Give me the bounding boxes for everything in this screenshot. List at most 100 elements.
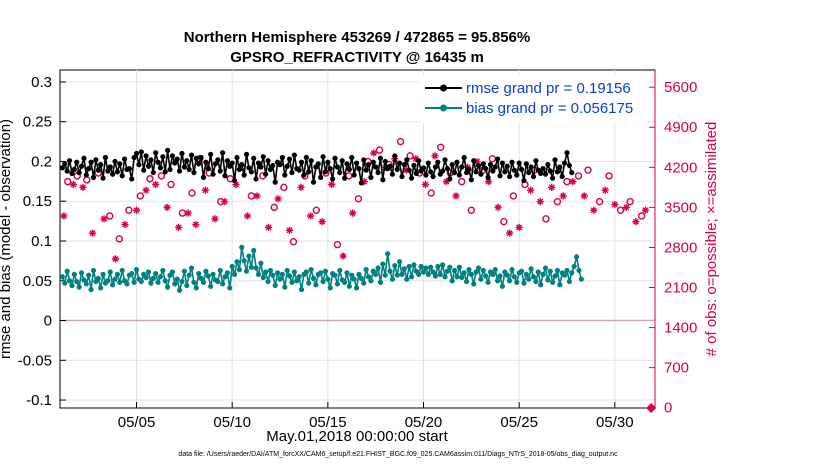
rmse-point: [196, 161, 202, 167]
rmse-point: [471, 158, 477, 164]
rmse-point: [435, 159, 441, 165]
bias-point: [143, 274, 149, 281]
rmse-point: [416, 158, 422, 164]
obs-assimilated-marker: [632, 218, 640, 226]
bias-point: [86, 272, 92, 278]
bias-point: [112, 276, 118, 282]
rmse-point: [98, 162, 104, 168]
bias-point: [289, 279, 295, 285]
obs-assimilated-marker: [175, 223, 183, 232]
rmse-point: [251, 155, 257, 161]
bias-point: [332, 272, 338, 278]
bias-point: [373, 271, 379, 277]
obs-assimilated-marker: [590, 206, 598, 214]
bias-point: [239, 244, 245, 250]
obs-possible-marker: [500, 217, 508, 226]
bias-point: [356, 271, 362, 277]
obs-assimilated-marker: [641, 206, 650, 214]
bias-point: [478, 276, 484, 282]
bias-point: [98, 285, 104, 291]
rmse-point: [289, 169, 295, 176]
rmse-point: [81, 155, 87, 161]
bias-point: [248, 264, 254, 270]
bias-point: [499, 283, 506, 289]
obs-assimilated-marker: [548, 183, 556, 191]
rmse-point: [291, 152, 297, 158]
left-tick-label: 0.3: [31, 74, 52, 91]
bias-point: [528, 266, 534, 272]
bias-point: [191, 279, 197, 285]
obs-possible-marker: [333, 240, 342, 249]
bias-point: [361, 280, 367, 286]
obs-assimilated-marker: [536, 198, 544, 206]
obs-possible-marker: [605, 172, 613, 180]
bias-point: [150, 275, 156, 281]
rmse-point: [179, 150, 185, 157]
bias-point: [337, 267, 343, 274]
bias-point: [368, 278, 374, 284]
bias-point: [454, 274, 460, 280]
obs-assimilated-marker: [220, 198, 229, 206]
bias-point: [260, 274, 266, 281]
rmse-point: [506, 173, 513, 180]
bias-point: [504, 272, 510, 278]
bias-point: [353, 285, 360, 291]
rmse-point: [239, 162, 245, 168]
obs-possible-marker: [188, 189, 196, 197]
bias-point: [78, 270, 85, 276]
rmse-point: [425, 160, 431, 166]
bias-point: [530, 274, 537, 280]
rmse-point: [59, 165, 65, 171]
bias-point: [514, 279, 520, 285]
bias-point: [449, 278, 455, 284]
bias-point: [375, 265, 381, 271]
rmse-point: [253, 176, 259, 182]
obs-possible-marker: [637, 212, 646, 220]
bias-point: [408, 274, 415, 280]
rmse-point: [93, 157, 99, 163]
bias-point: [251, 247, 257, 254]
rmse-point: [296, 167, 302, 173]
right-tick-label: 3500: [664, 199, 697, 216]
bias-point: [165, 284, 171, 290]
bias-point: [322, 268, 329, 274]
obs-possible-marker: [626, 197, 634, 206]
rmse-point: [66, 158, 73, 164]
plot-area: [59, 69, 656, 409]
bias-point: [578, 276, 584, 282]
obs-assimilated-marker: [253, 192, 261, 200]
bias-point: [382, 272, 388, 278]
rmse-point: [461, 154, 467, 161]
bias-point: [473, 269, 479, 275]
rmse-point: [368, 174, 374, 180]
bias-point: [325, 276, 331, 282]
rmse-point: [528, 164, 534, 170]
bias-point: [480, 267, 486, 274]
rmse-point: [387, 163, 393, 169]
rmse-point: [341, 175, 348, 181]
rmse-point: [382, 158, 388, 165]
bias-point: [153, 270, 159, 277]
x-tick-label: 05/05: [118, 414, 156, 431]
bias-point: [404, 276, 410, 282]
bias-point: [124, 281, 130, 287]
bias-point: [483, 273, 489, 279]
bias-point: [509, 267, 515, 273]
bias-point: [363, 267, 369, 273]
bias-point: [463, 278, 470, 285]
obs-assimilated-marker: [243, 212, 252, 220]
bias-point: [542, 265, 549, 271]
bias-point: [188, 265, 195, 271]
rmse-point: [315, 161, 321, 167]
rmse-point: [131, 154, 137, 161]
bias-point: [227, 285, 233, 291]
rmse-point: [217, 168, 223, 174]
bias-point: [64, 268, 70, 274]
rmse-point: [523, 161, 529, 167]
obs-assimilated-marker: [580, 192, 588, 200]
bias-point: [349, 272, 355, 278]
rmse-point: [396, 160, 403, 166]
rmse-point: [497, 173, 503, 179]
bias-point: [456, 264, 462, 270]
rmse-point: [358, 180, 364, 186]
